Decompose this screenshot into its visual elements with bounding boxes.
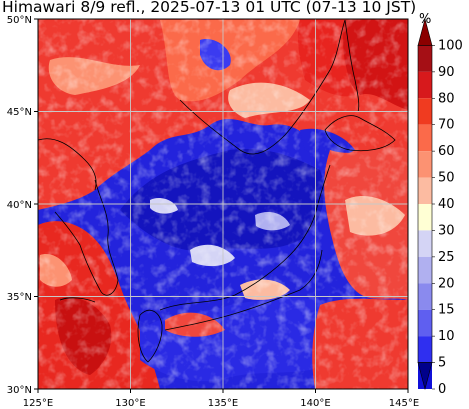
y-tick-label-45: 45°N xyxy=(7,107,32,118)
x-tick-labels: 125°E 130°E 135°E 140°E 145°E xyxy=(23,398,419,409)
y-tick-label-35: 35°N xyxy=(7,292,32,303)
map-title: Himawari 8/9 refl., 2025-07-13 01 UTC (0… xyxy=(2,0,417,16)
coastline-korea-south xyxy=(59,297,96,303)
colorbar-segment xyxy=(418,204,432,231)
colorbar-segment xyxy=(418,309,432,337)
graticule xyxy=(38,19,408,389)
colorbar-unit: % xyxy=(419,12,432,27)
colorbar-segment xyxy=(418,256,432,284)
x-tick-label-130: 130°E xyxy=(115,398,145,409)
colorbar-label: 15 xyxy=(438,303,455,318)
colorbar-label: 0 xyxy=(438,382,446,397)
y-tick-label-50: 50°N xyxy=(7,15,32,26)
coastline-korea xyxy=(54,179,119,296)
colorbar-label: 100 xyxy=(438,38,463,53)
colorbar-label: 5 xyxy=(438,356,446,371)
colorbar-segment xyxy=(418,336,432,363)
y-tick-label-40: 40°N xyxy=(7,200,32,211)
colorbar-label: 60 xyxy=(438,144,455,159)
colorbar-label: 50 xyxy=(438,171,455,186)
colorbar-segment xyxy=(418,151,432,178)
coastline-sakhalin xyxy=(344,19,360,113)
y-tick-labels: 30°N 35°N 40°N 45°N 50°N xyxy=(7,15,32,396)
colorbar-segment xyxy=(418,71,432,99)
colorbar-label: 80 xyxy=(438,91,455,106)
colorbar-label: 10 xyxy=(438,329,455,344)
x-tick-label-145: 145°E xyxy=(389,398,419,409)
colorbar-label: 90 xyxy=(438,65,455,80)
colorbar-segment xyxy=(418,124,432,152)
axis-ticks xyxy=(34,18,409,393)
colorbar-label: 25 xyxy=(438,250,455,265)
coastline-russia xyxy=(179,19,346,155)
colorbar-label: 40 xyxy=(438,197,455,212)
y-tick-label-30: 30°N xyxy=(7,385,32,396)
colorbar-label: 70 xyxy=(438,118,455,133)
x-tick-label-140: 140°E xyxy=(300,398,330,409)
x-tick-label-135: 135°E xyxy=(208,398,238,409)
x-tick-label-125: 125°E xyxy=(23,398,53,409)
colorbar-label: 30 xyxy=(438,223,455,238)
coastlines xyxy=(38,19,396,363)
coastline-honshu xyxy=(159,164,331,311)
coastline-hokkaido xyxy=(324,115,396,152)
map-field xyxy=(38,19,408,389)
colorbar-label: 20 xyxy=(438,276,455,291)
colorbar-segment xyxy=(418,230,432,257)
colorbar-segment xyxy=(418,177,432,204)
colorbar-segment xyxy=(418,283,432,310)
colorbar-segment xyxy=(418,45,432,72)
colorbar-segment xyxy=(418,98,432,125)
coastline-kyushu xyxy=(137,309,163,363)
coastline-china xyxy=(38,138,97,191)
